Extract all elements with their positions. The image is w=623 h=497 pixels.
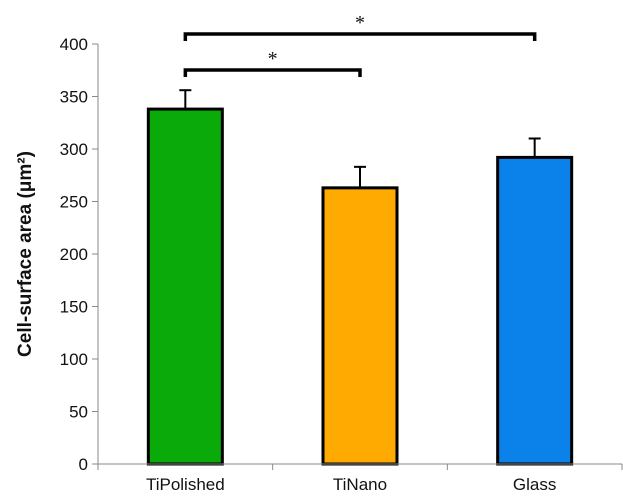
significance-group: **	[183, 12, 537, 77]
bars-group	[146, 107, 574, 466]
y-tick-label: 100	[60, 350, 88, 369]
significance-bracket	[183, 68, 362, 77]
significance-bracket	[183, 32, 537, 41]
y-tick-label: 50	[69, 403, 88, 422]
error-bars-group	[179, 89, 541, 188]
y-tick-label: 150	[60, 298, 88, 317]
bar-tinano	[321, 186, 399, 466]
x-tick-label: TiNano	[333, 475, 387, 494]
x-tick-label: Glass	[513, 475, 556, 494]
significance-label: *	[355, 12, 365, 34]
y-axis-label: Cell-surface area (μm²)	[15, 151, 36, 357]
significance-label: *	[268, 48, 278, 70]
y-tick-label: 200	[60, 245, 88, 264]
y-tick-label: 300	[60, 140, 88, 159]
y-tick-label: 0	[79, 455, 88, 474]
bar-tipolished	[146, 107, 224, 466]
bar-glass	[496, 155, 574, 466]
y-tick-label: 250	[60, 193, 88, 212]
y-tick-label: 350	[60, 88, 88, 107]
axes-group: 0 50 100 150 200 250 300 350 400 TiPolished TiNano…	[60, 35, 623, 494]
y-tick-label: 400	[60, 35, 88, 54]
x-tick-label: TiPolished	[146, 475, 225, 494]
